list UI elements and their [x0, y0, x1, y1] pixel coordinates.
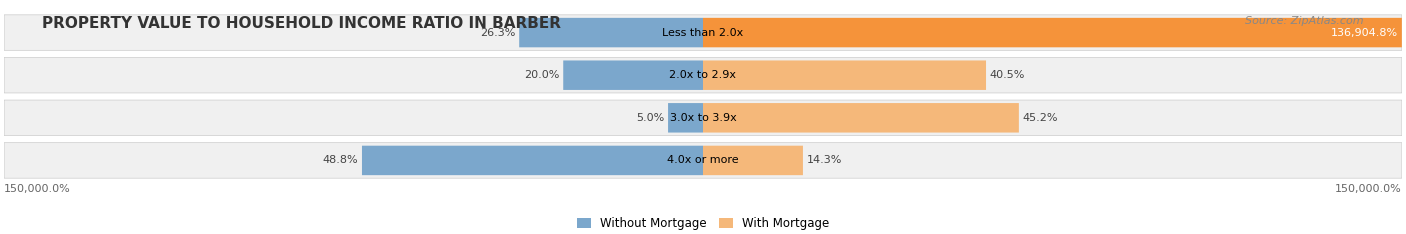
Text: 26.3%: 26.3% — [481, 28, 516, 38]
Text: 14.3%: 14.3% — [807, 155, 842, 165]
Text: PROPERTY VALUE TO HOUSEHOLD INCOME RATIO IN BARBER: PROPERTY VALUE TO HOUSEHOLD INCOME RATIO… — [42, 16, 561, 31]
FancyBboxPatch shape — [703, 103, 1019, 132]
Text: Less than 2.0x: Less than 2.0x — [662, 28, 744, 38]
FancyBboxPatch shape — [4, 100, 1402, 135]
Text: 4.0x or more: 4.0x or more — [668, 155, 738, 165]
Text: Source: ZipAtlas.com: Source: ZipAtlas.com — [1246, 16, 1364, 26]
FancyBboxPatch shape — [519, 18, 703, 47]
FancyBboxPatch shape — [4, 143, 1402, 178]
Text: 48.8%: 48.8% — [323, 155, 359, 165]
FancyBboxPatch shape — [703, 18, 1402, 47]
FancyBboxPatch shape — [361, 146, 703, 175]
Text: 2.0x to 2.9x: 2.0x to 2.9x — [669, 70, 737, 80]
FancyBboxPatch shape — [4, 15, 1402, 50]
Text: 150,000.0%: 150,000.0% — [4, 184, 70, 194]
Text: 45.2%: 45.2% — [1022, 113, 1057, 123]
FancyBboxPatch shape — [564, 60, 703, 90]
FancyBboxPatch shape — [4, 57, 1402, 93]
Text: 3.0x to 3.9x: 3.0x to 3.9x — [669, 113, 737, 123]
Text: 40.5%: 40.5% — [990, 70, 1025, 80]
Text: 5.0%: 5.0% — [637, 113, 665, 123]
Text: 150,000.0%: 150,000.0% — [1336, 184, 1402, 194]
FancyBboxPatch shape — [703, 60, 986, 90]
Text: 136,904.8%: 136,904.8% — [1331, 28, 1399, 38]
FancyBboxPatch shape — [703, 146, 803, 175]
Text: 20.0%: 20.0% — [524, 70, 560, 80]
FancyBboxPatch shape — [668, 103, 703, 132]
Legend: Without Mortgage, With Mortgage: Without Mortgage, With Mortgage — [576, 217, 830, 230]
